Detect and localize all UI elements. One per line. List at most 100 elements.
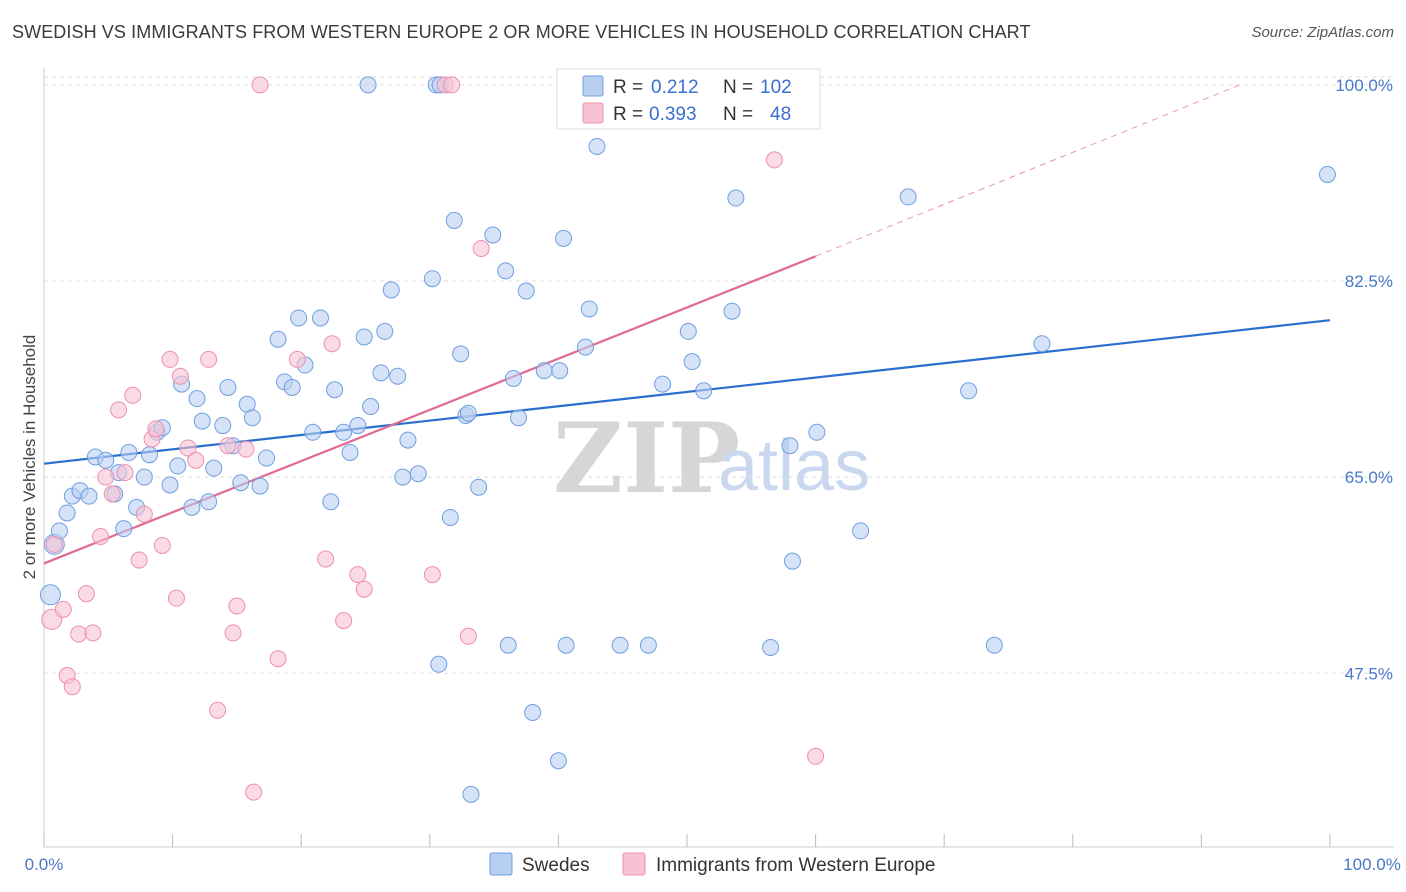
data-point	[679, 322, 697, 340]
data-point	[322, 493, 340, 511]
data-point	[70, 625, 88, 643]
tick-marks	[43, 834, 1331, 847]
data-point	[430, 655, 448, 673]
data-point	[290, 309, 308, 327]
data-point	[960, 382, 978, 400]
trend-line	[43, 255, 817, 565]
data-point	[335, 423, 353, 441]
legend-n-label-immigrants: N =	[723, 104, 753, 125]
legend-n-label-swedes: N =	[723, 77, 753, 98]
data-point	[135, 505, 153, 523]
data-point	[459, 627, 477, 645]
legend-r-label-swedes: R =	[613, 77, 643, 98]
bottom-legend-label-immigrants: Immigrants from Western Europe	[656, 855, 935, 876]
y-tick-label: 82.5%	[1345, 272, 1393, 291]
data-point	[445, 211, 463, 229]
data-point	[103, 485, 121, 503]
data-point	[269, 330, 287, 348]
watermark-zip: ZIP	[553, 402, 740, 515]
data-point	[341, 443, 359, 461]
data-point	[304, 423, 322, 441]
data-point	[349, 417, 367, 435]
y-tick-label: 65.0%	[1345, 468, 1393, 487]
data-point	[781, 437, 799, 455]
data-points	[39, 76, 1336, 803]
data-point	[549, 752, 567, 770]
legend-r-value-immigrants: 0.393	[649, 104, 697, 125]
trend-line-extension	[815, 84, 1241, 257]
data-point	[762, 638, 780, 656]
data-point	[808, 423, 826, 441]
data-point	[110, 401, 128, 419]
x-tick-label-min: 0.0%	[25, 855, 64, 874]
trend-line	[43, 319, 1331, 465]
data-point	[224, 624, 242, 642]
data-point	[723, 302, 741, 320]
legend-n-value-swedes: 102	[760, 77, 792, 98]
data-point	[852, 522, 870, 540]
data-point	[683, 353, 701, 371]
data-point	[58, 504, 76, 522]
data-point	[484, 226, 502, 244]
data-point	[161, 350, 179, 368]
watermark: ZIP atlas	[553, 402, 870, 515]
data-point	[135, 468, 153, 486]
data-point	[611, 636, 629, 654]
data-point	[205, 459, 223, 477]
data-point	[535, 362, 553, 380]
data-point	[54, 600, 72, 618]
bottom-legend-swatch-immigrants	[622, 852, 646, 876]
data-point	[200, 493, 218, 511]
data-point	[441, 508, 459, 526]
data-point	[362, 398, 380, 416]
data-point	[153, 536, 171, 554]
data-point	[409, 465, 427, 483]
axes	[43, 68, 1394, 848]
data-point	[727, 189, 745, 207]
data-point	[214, 417, 232, 435]
data-point	[167, 589, 185, 607]
data-point	[219, 437, 237, 455]
data-point	[423, 566, 441, 584]
data-point	[288, 350, 306, 368]
bottom-legend-swatch-swedes	[489, 852, 513, 876]
data-point	[251, 76, 269, 94]
data-point	[1033, 335, 1051, 353]
data-point	[389, 367, 407, 385]
data-point	[452, 345, 470, 363]
data-point	[45, 535, 63, 553]
data-point	[269, 650, 287, 668]
data-point	[639, 636, 657, 654]
data-point	[355, 328, 373, 346]
data-point	[504, 369, 522, 387]
data-point	[783, 552, 801, 570]
y-axis-label: 2 or more Vehicles in Household	[20, 335, 39, 580]
data-point	[187, 451, 205, 469]
data-point	[576, 338, 594, 356]
data-point	[257, 449, 275, 467]
data-point	[654, 375, 672, 393]
watermark-atlas: atlas	[718, 426, 870, 506]
trend-lines	[43, 84, 1331, 565]
source-credit: Source: ZipAtlas.com	[1251, 24, 1394, 41]
data-point	[283, 378, 301, 396]
data-point	[695, 382, 713, 400]
data-point	[399, 431, 417, 449]
data-point	[237, 440, 255, 458]
data-point	[317, 550, 335, 568]
data-point	[92, 528, 110, 546]
data-point	[147, 420, 165, 438]
data-point	[349, 566, 367, 584]
data-point	[326, 381, 344, 399]
data-point	[1318, 165, 1336, 183]
data-point	[161, 476, 179, 494]
data-point	[497, 262, 515, 280]
data-point	[97, 468, 115, 486]
data-point	[97, 451, 115, 469]
data-point	[499, 636, 517, 654]
data-point	[140, 446, 158, 464]
data-point	[372, 364, 390, 382]
data-point	[355, 580, 373, 598]
data-point	[985, 636, 1003, 654]
